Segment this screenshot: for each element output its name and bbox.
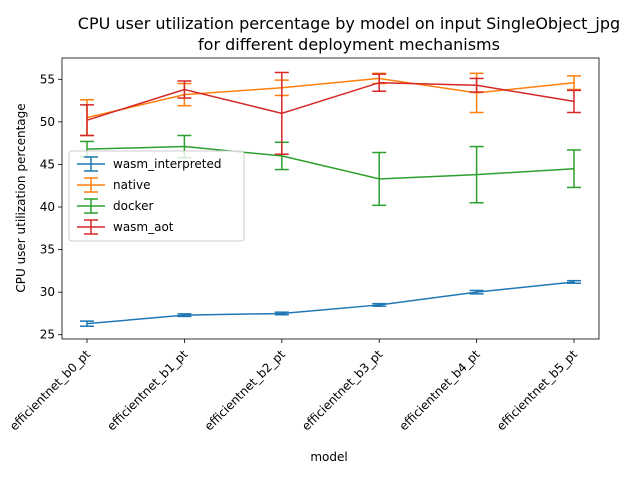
- y-tick-label: 35: [40, 243, 55, 257]
- legend-entry-wasm_interpreted: wasm_interpreted: [77, 156, 221, 172]
- x-axis-label: model: [310, 450, 347, 464]
- legend-entry-native: native: [77, 177, 150, 193]
- plot-frame: [61, 57, 600, 340]
- series-line-docker: [86, 145, 575, 180]
- series-line-wasm_aot: [86, 81, 575, 121]
- x-tick-label: efficientnet_b5_pt: [494, 347, 580, 433]
- x-tick-label: efficientnet_b4_pt: [397, 347, 483, 433]
- x-tick-label: efficientnet_b2_pt: [202, 347, 288, 433]
- chart-title-line-1: CPU user utilization percentage by model…: [78, 14, 620, 34]
- error-bar: [80, 320, 94, 327]
- x-tick-label: efficientnet_b0_pt: [7, 347, 93, 433]
- legend-label: native: [113, 178, 150, 192]
- error-bar: [372, 302, 387, 307]
- series-wasm_interpreted: [80, 279, 581, 327]
- legend-label: docker: [113, 199, 153, 213]
- error-bar: [469, 289, 484, 295]
- x-tick-label: efficientnet_b1_pt: [104, 347, 190, 433]
- plot-area: [61, 57, 600, 340]
- y-tick-label: 55: [40, 72, 55, 86]
- error-bar: [469, 77, 484, 93]
- error-bar: [177, 313, 192, 318]
- legend-entry-docker: docker: [77, 198, 153, 214]
- legend-box: [68, 150, 245, 242]
- x-axis: efficientnet_b0_pt efficientnet_b1_pt effi…: [7, 339, 580, 433]
- error-bar: [469, 145, 484, 204]
- error-bar: [567, 149, 581, 189]
- series-line-native: [86, 77, 575, 119]
- y-axis-label: CPU user utilization percentage: [14, 103, 28, 292]
- series-line-wasm_interpreted: [86, 281, 575, 325]
- error-bar: [274, 311, 289, 316]
- x-tick-label: efficientnet_b3_pt: [299, 347, 385, 433]
- y-tick-label: 40: [40, 200, 55, 214]
- error-bar: [567, 75, 581, 91]
- chart-title-line-2: for different deployment mechanisms: [198, 35, 500, 54]
- error-bar: [372, 151, 387, 207]
- error-bar: [274, 71, 289, 155]
- error-bar: [80, 104, 94, 137]
- y-tick-label: 30: [40, 285, 55, 299]
- error-bar: [177, 80, 192, 99]
- series-native: [80, 72, 581, 137]
- series-wasm_aot: [80, 71, 581, 155]
- y-tick-label: 50: [40, 115, 55, 129]
- legend-entry-wasm_aot: wasm_aot: [77, 219, 174, 235]
- y-tick-label: 45: [40, 157, 55, 171]
- legend-label: wasm_aot: [113, 220, 174, 234]
- error-bar: [567, 279, 581, 284]
- error-bar: [372, 73, 387, 92]
- error-bar: [567, 89, 581, 114]
- y-axis: 25 30 35 40 45 50 55: [40, 72, 62, 342]
- y-tick-label: 25: [40, 328, 55, 342]
- legend-label: wasm_interpreted: [113, 157, 221, 171]
